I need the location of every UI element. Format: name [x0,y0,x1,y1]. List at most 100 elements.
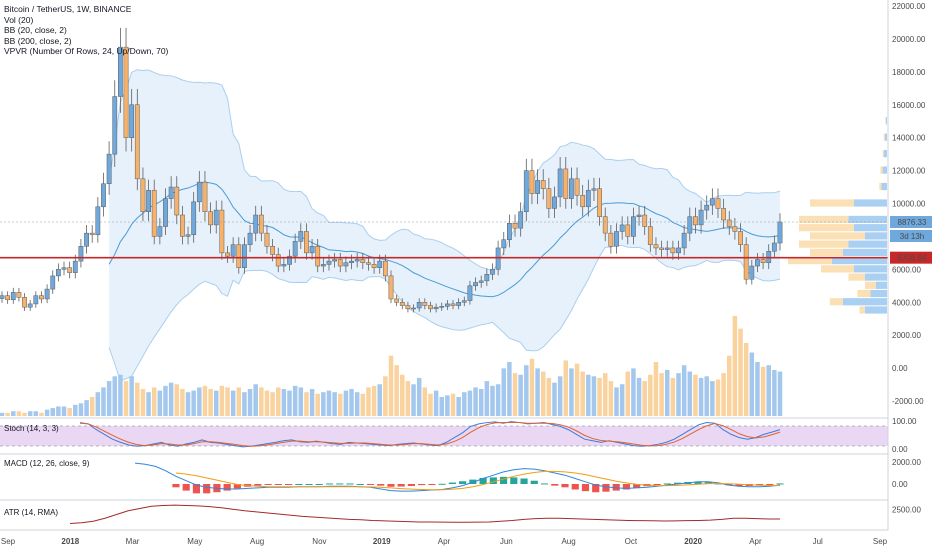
volume-bar [450,393,456,416]
macd-histogram-bar [274,484,282,485]
indicator-vpvr[interactable]: VPVR (Number Of Rows, 24, Up/Down, 70) [4,46,169,56]
macd-histogram-bar [305,484,313,485]
candle-body [506,223,512,240]
candle-body [180,214,185,237]
volume-bar [118,374,123,416]
time-axis[interactable]: Sep 2018 Mar May Aug Nov 2019 Apr Jun Aug Oct 2020 A… [1,537,888,546]
vpvr-bar-down [879,182,882,191]
candle-body [456,302,462,306]
candle-body [55,269,61,277]
volume-bar [749,352,755,416]
volume-bar [693,374,698,416]
volume-bar [225,387,230,416]
candle-body [298,231,304,242]
volume-bar [123,381,129,416]
candle-body [433,306,439,310]
atr-label[interactable]: ATR (14, RMA) [4,508,59,517]
indicator-bb200[interactable]: BB (200, close, 2) [4,35,72,46]
macd-label[interactable]: MACD (12, 26, close, 9) [4,459,90,468]
vpvr-bar-down [865,281,876,289]
candle-body [95,206,101,236]
macd-histogram-bar [510,477,518,484]
volume-bar [676,373,681,416]
macd-histogram-bar [602,484,610,492]
volume-bar [33,411,39,416]
vpvr-bar-down [880,166,883,174]
candle-body [275,254,281,267]
candle-body [343,262,349,267]
macd-histogram-bar [612,484,620,491]
stochastic-pane[interactable] [0,421,888,448]
volume-bar [247,389,253,416]
volume-bar [174,384,180,416]
candle-body [382,260,388,277]
time-axis-tick-label: 2019 [373,537,391,546]
hline-price-tag: 6708.64 [898,254,927,263]
macd-histogram-bar [192,484,201,494]
vpvr-bar-up [848,215,887,224]
candle-body [614,231,619,247]
volume-bar [602,373,608,416]
candle-body [202,181,208,212]
indicator-bb20[interactable]: BB (20, close, 2) [4,25,67,35]
price-axis-tick-label: -2000.00 [892,397,924,406]
volume-bar [653,362,659,416]
volume-bar [439,396,444,416]
volume-bar [760,366,766,416]
volume-bar [698,377,704,416]
macd-histogram-bar [315,484,323,485]
main-price-pane[interactable] [0,27,888,531]
candle-body [304,231,309,254]
volume-bar [197,387,202,416]
volume-bar [518,374,523,416]
macd-histogram-bar [735,484,743,486]
volume-bar [405,381,411,416]
macd-histogram-bar [581,484,590,492]
stoch-label[interactable]: Stoch (14, 3, 3) [4,424,59,433]
volume-bar [715,379,721,416]
candle-body [146,190,151,212]
candle-body [106,153,112,184]
volume-bar [377,384,382,416]
current-price-tag[interactable]: 8876.33 [898,218,927,227]
candle-body [518,211,524,229]
volume-bar [213,390,219,416]
candle-body [337,259,343,267]
macd-histogram-bar [633,484,641,488]
volume-bar [727,355,732,416]
candle-body [681,232,687,249]
vpvr-bar-up [883,150,887,158]
candle-body [16,292,22,298]
candle-body [196,181,202,203]
volume-bar [157,390,163,416]
volume-bar [456,396,461,416]
macd-histogram-bar [776,483,784,485]
candle-body [315,246,321,267]
vpvr-bar-up [876,281,887,289]
candle-body [326,260,332,265]
volume-bar [490,385,495,416]
volume-bar [625,371,631,416]
atr-pane[interactable] [69,504,780,524]
volume-bar [16,411,22,416]
volume-bar [315,393,320,416]
candle-body [709,198,715,206]
candle-body [264,232,270,247]
symbol-title[interactable]: Bitcoin / TetherUS, 1W, BINANCE [4,4,132,14]
price-axis-tick-label: 18000.00 [892,68,926,77]
volume-bar [191,390,196,416]
volume-bar [50,408,55,416]
indicator-vol[interactable]: Vol (20) [4,14,34,25]
macd-histogram-bar [295,484,303,485]
macd-pane[interactable] [134,462,784,494]
volume-bar [259,387,264,416]
candle-body [151,190,157,237]
vpvr-bar-up [854,199,887,207]
volume-bar [636,377,642,416]
macd-histogram-bar [172,484,180,488]
candle-body [664,247,670,250]
price-axis[interactable]: 22000.00 20000.00 18000.00 16000.00 14000.00… [887,0,932,530]
macd-histogram-bar [407,484,416,486]
candle-body [636,214,642,217]
